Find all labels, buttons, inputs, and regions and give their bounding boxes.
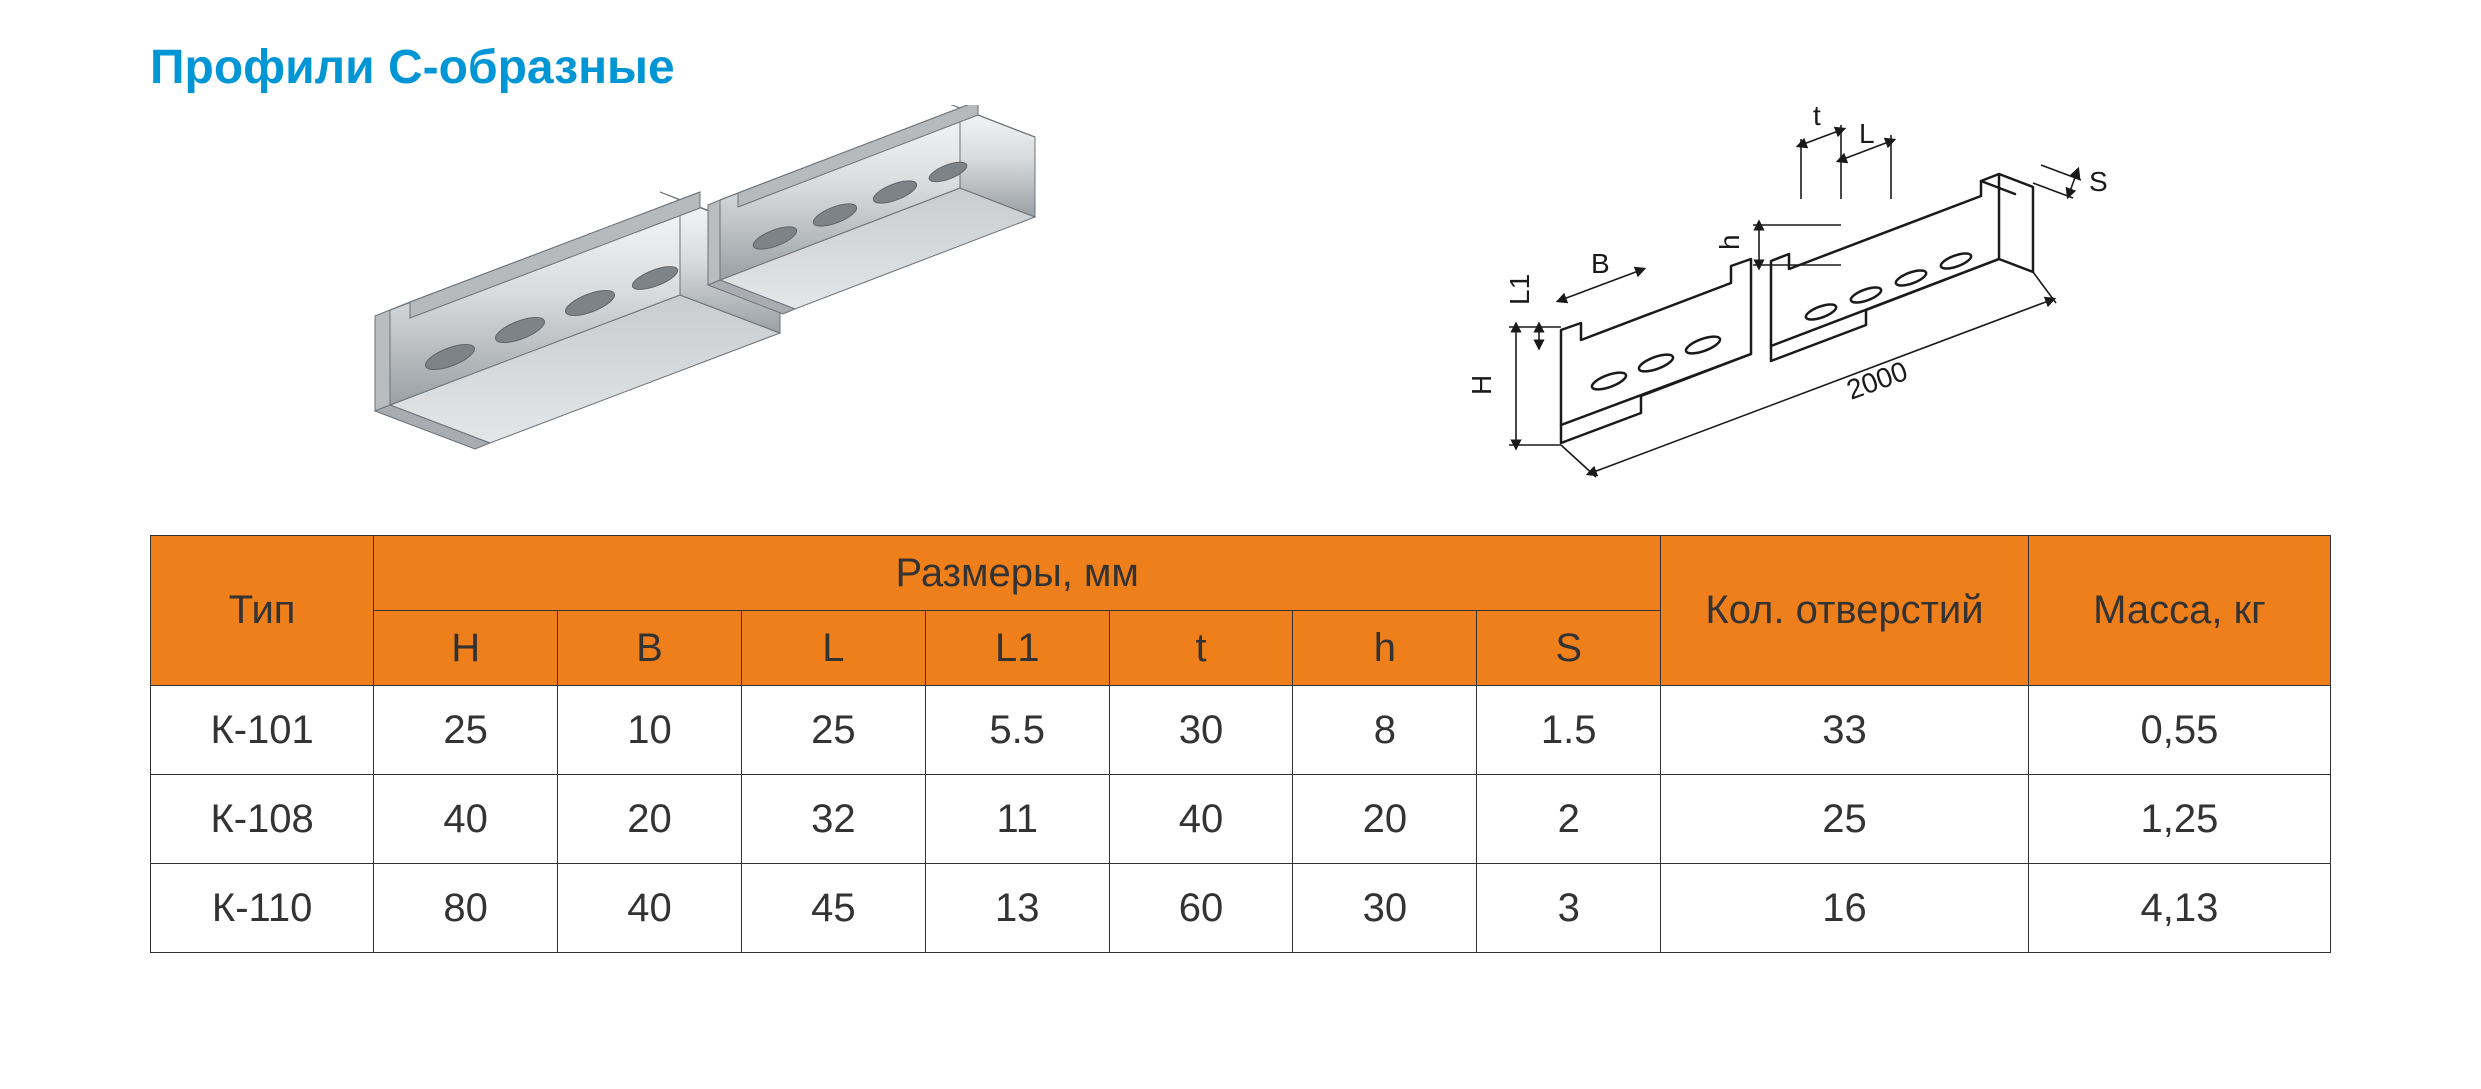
- schematic-svg: H L1 B h L t S 2000: [1421, 105, 2181, 505]
- cell-H: 25: [374, 686, 558, 775]
- th-L: L: [741, 611, 925, 686]
- render-svg: [320, 105, 1040, 475]
- cell-t: 30: [1109, 686, 1293, 775]
- table-row: К-101 25 10 25 5.5 30 8 1.5 33 0,55: [151, 686, 2331, 775]
- th-type: Тип: [151, 536, 374, 686]
- cell-h: 30: [1293, 864, 1477, 953]
- cell-mass: 1,25: [2028, 775, 2330, 864]
- th-B: B: [558, 611, 742, 686]
- cell-type: К-101: [151, 686, 374, 775]
- dim-lines: [1509, 125, 2081, 477]
- dim-label-h: h: [1714, 234, 1745, 250]
- th-dims: Размеры, мм: [374, 536, 1661, 611]
- table-row: К-110 80 40 45 13 60 30 3 16 4,13: [151, 864, 2331, 953]
- cell-t: 60: [1109, 864, 1293, 953]
- cell-L1: 13: [925, 864, 1109, 953]
- cell-type: К-110: [151, 864, 374, 953]
- th-mass: Масса, кг: [2028, 536, 2330, 686]
- figures-row: H L1 B h L t S 2000: [150, 105, 2331, 505]
- cell-L: 45: [741, 864, 925, 953]
- render-figure: [150, 105, 1211, 475]
- cell-L1: 5.5: [925, 686, 1109, 775]
- dim-label-H: H: [1466, 375, 1497, 395]
- cell-h: 20: [1293, 775, 1477, 864]
- cell-H: 40: [374, 775, 558, 864]
- th-L1: L1: [925, 611, 1109, 686]
- cell-L1: 11: [925, 775, 1109, 864]
- spec-table: Тип Размеры, мм Кол. отверстий Масса, кг…: [150, 535, 2331, 953]
- dim-label-L: L: [1859, 118, 1875, 149]
- cell-h: 8: [1293, 686, 1477, 775]
- cell-S: 2: [1477, 775, 1661, 864]
- cell-B: 40: [558, 864, 742, 953]
- cell-L: 32: [741, 775, 925, 864]
- schematic-figure: H L1 B h L t S 2000: [1271, 105, 2332, 505]
- cell-B: 20: [558, 775, 742, 864]
- cell-S: 3: [1477, 864, 1661, 953]
- dim-label-S: S: [2089, 166, 2108, 197]
- th-S: S: [1477, 611, 1661, 686]
- cell-t: 40: [1109, 775, 1293, 864]
- page-title: Профили C-образные: [150, 40, 2331, 95]
- th-h: h: [1293, 611, 1477, 686]
- dim-label-length: 2000: [1842, 355, 1911, 405]
- cell-S: 1.5: [1477, 686, 1661, 775]
- dim-label-L1: L1: [1504, 274, 1535, 305]
- cell-holes: 33: [1661, 686, 2029, 775]
- th-t: t: [1109, 611, 1293, 686]
- render-piece-b: [708, 105, 1035, 314]
- cell-mass: 4,13: [2028, 864, 2330, 953]
- th-holes: Кол. отверстий: [1661, 536, 2029, 686]
- cell-L: 25: [741, 686, 925, 775]
- cell-holes: 25: [1661, 775, 2029, 864]
- table-header-row-1: Тип Размеры, мм Кол. отверстий Масса, кг: [151, 536, 2331, 611]
- th-H: H: [374, 611, 558, 686]
- dim-label-t: t: [1813, 105, 1821, 131]
- cell-B: 10: [558, 686, 742, 775]
- cell-holes: 16: [1661, 864, 2029, 953]
- schematic-body: [1561, 174, 2033, 443]
- page: Профили C-образные: [0, 0, 2481, 1089]
- dim-label-B: B: [1591, 248, 1610, 279]
- cell-H: 80: [374, 864, 558, 953]
- table-row: К-108 40 20 32 11 40 20 2 25 1,25: [151, 775, 2331, 864]
- cell-mass: 0,55: [2028, 686, 2330, 775]
- cell-type: К-108: [151, 775, 374, 864]
